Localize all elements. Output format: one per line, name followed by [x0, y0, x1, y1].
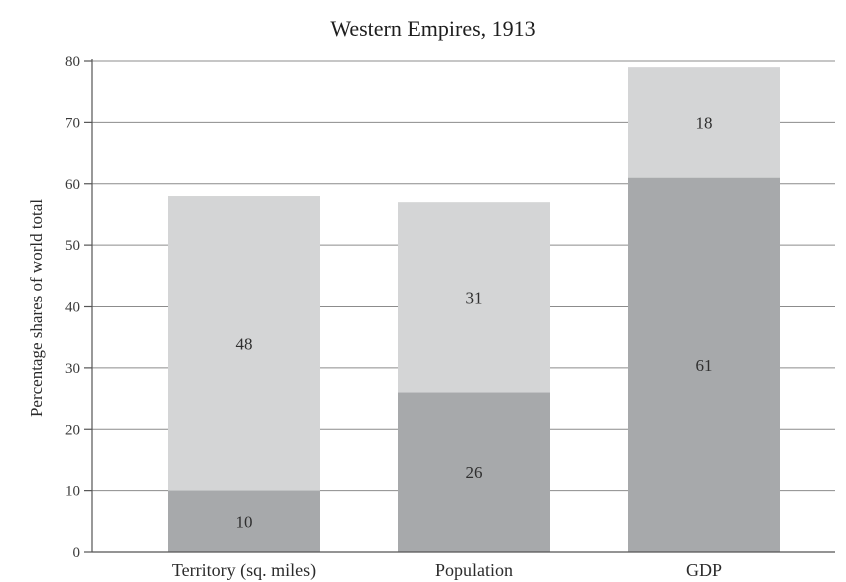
data-label: 18	[696, 113, 713, 132]
chart-title: Western Empires, 1913	[330, 16, 535, 41]
y-tick-label: 40	[65, 300, 80, 316]
x-category-label: Territory (sq. miles)	[172, 560, 316, 581]
y-tick-label: 60	[65, 177, 80, 193]
x-category-label: GDP	[686, 560, 722, 580]
y-tick-label: 10	[65, 484, 80, 500]
bar-segment	[398, 392, 550, 552]
x-category-labels: Territory (sq. miles) Population GDP	[172, 560, 722, 581]
y-tick-label: 80	[65, 54, 80, 70]
y-tick-labels: 0 10 20 30 40 50 60 70 80	[65, 54, 80, 561]
bars	[168, 67, 780, 553]
bar-segment	[628, 67, 780, 178]
axes	[84, 59, 835, 553]
y-tick-label: 20	[65, 422, 80, 438]
data-label: 10	[236, 512, 253, 531]
data-label: 48	[236, 334, 253, 353]
data-labels: 10 48 26 31 61 18	[236, 113, 713, 531]
bar-segment	[628, 177, 780, 553]
y-tick-label: 0	[73, 545, 81, 561]
data-label: 31	[466, 288, 483, 307]
data-label: 26	[466, 463, 483, 482]
bar-segment	[168, 490, 320, 552]
y-tick-label: 30	[65, 361, 80, 377]
y-tick-label: 70	[65, 115, 80, 131]
x-category-label: Population	[435, 560, 513, 580]
y-tick-label: 50	[65, 238, 80, 254]
y-axis-label: Percentage shares of world total	[27, 199, 46, 417]
bar-segment	[398, 202, 550, 393]
bar-segment	[168, 196, 320, 491]
data-label: 61	[696, 356, 713, 375]
